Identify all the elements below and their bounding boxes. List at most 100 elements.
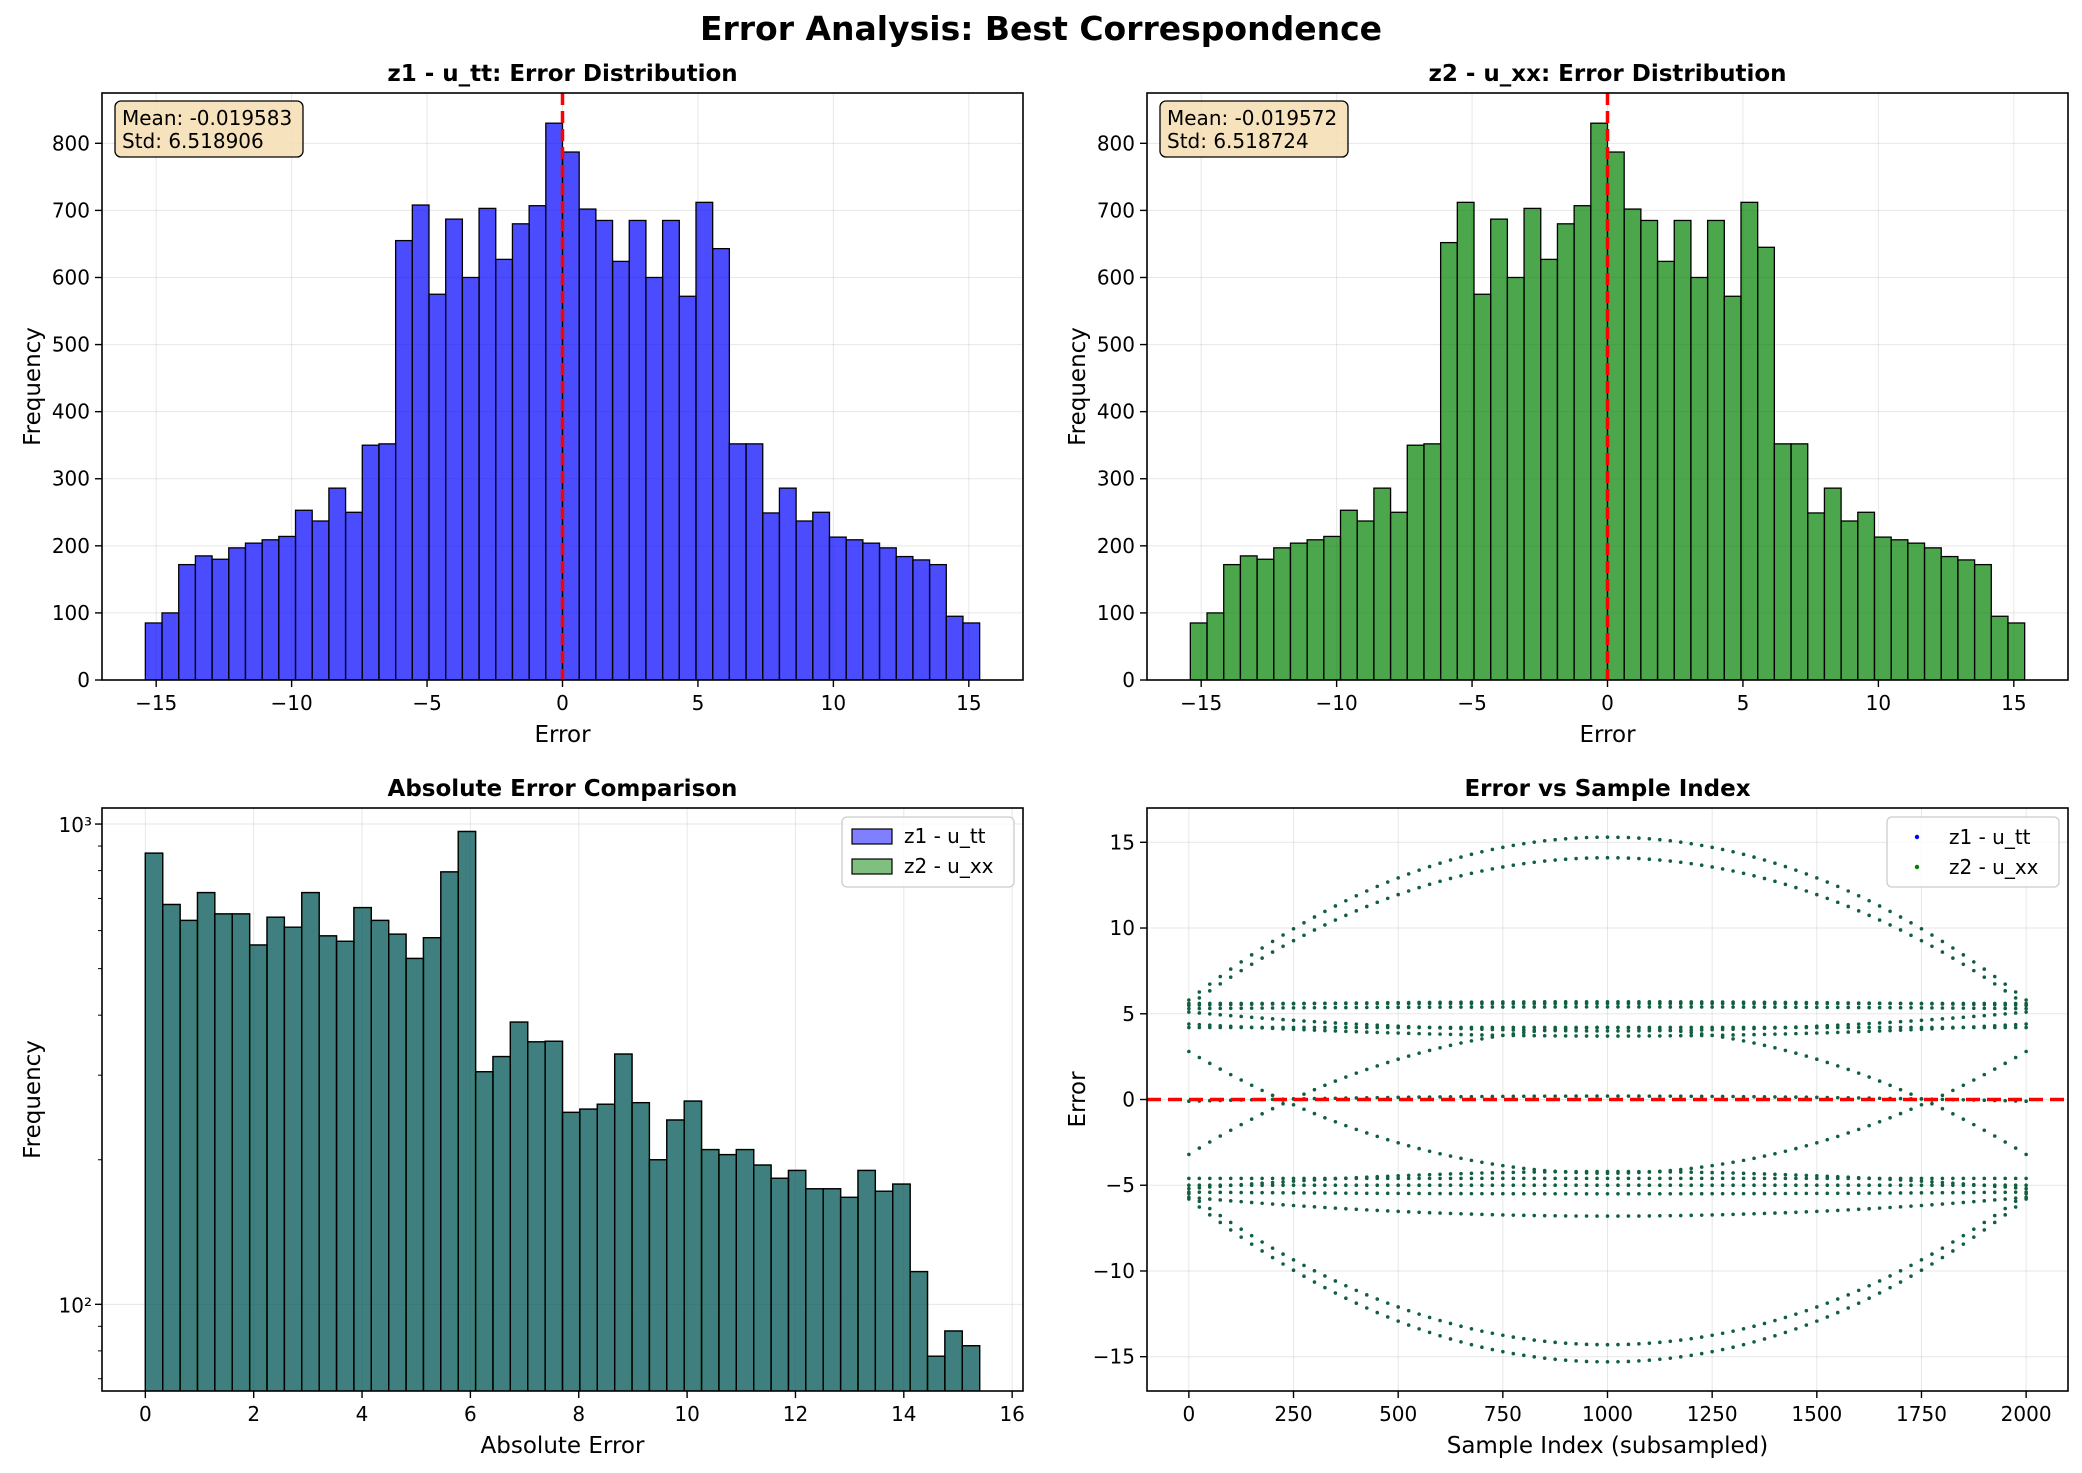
scatter-point [1406, 1031, 1411, 1036]
scatter-point [1218, 1183, 1223, 1188]
scatter-point [1856, 1207, 1861, 1212]
subplot-title: Absolute Error Comparison [388, 776, 738, 802]
scatter-point [1867, 1005, 1871, 1010]
scatter-point [1867, 1075, 1871, 1079]
scatter-point [1783, 1025, 1788, 1030]
scatter-point [1469, 1342, 1474, 1347]
scatter-point [1584, 835, 1589, 840]
scatter-point [1396, 1031, 1400, 1035]
scatter-point [1584, 1176, 1589, 1181]
scatter-point [1919, 1268, 1924, 1273]
histogram-bar [1740, 201, 1759, 680]
histogram-bar [683, 1100, 703, 1391]
y-tick-label: 0 [77, 668, 90, 692]
scatter-point [1239, 1199, 1243, 1204]
scatter-point [1972, 960, 1976, 964]
y-tick-label: 400 [1097, 400, 1135, 424]
scatter-point [1919, 926, 1924, 931]
scatter-point [1312, 1005, 1317, 1010]
scatter-point [1626, 1169, 1631, 1174]
scatter-point [1333, 1029, 1338, 1033]
histogram-bar [822, 1188, 842, 1391]
scatter-point [1459, 1026, 1463, 1031]
scatter-point [1459, 1324, 1463, 1329]
histogram-bar [648, 1159, 668, 1391]
scatter-point [1752, 1005, 1756, 1009]
histogram-bar [745, 443, 764, 680]
scatter-point [1637, 1342, 1641, 1346]
histogram-bar [1907, 542, 1926, 680]
scatter-point [1417, 1176, 1421, 1181]
scatter-point [1574, 1183, 1578, 1188]
scatter-point [1197, 1025, 1202, 1030]
scatter-point [1354, 1288, 1359, 1293]
scatter-point [1762, 1043, 1767, 1048]
scatter-point [1448, 1026, 1453, 1031]
histogram-bar [874, 1190, 894, 1391]
scatter-point [1448, 876, 1453, 881]
scatter-point [1427, 1315, 1432, 1320]
scatter-point [1364, 1025, 1369, 1030]
scatter-point [1689, 1191, 1694, 1196]
scatter-point [1647, 857, 1652, 862]
histogram-bar [928, 563, 947, 680]
histogram-bar [1556, 223, 1575, 680]
panel-error-vs-sample-index: 0 250 500 750 1000 1250 1500 1750 2000 −15 −10 −5 0 5… [1065, 776, 2069, 1459]
scatter-point [1741, 1000, 1746, 1004]
scatter-point [1773, 1211, 1777, 1215]
scatter-point [1532, 1094, 1537, 1099]
scatter-point [1333, 1206, 1338, 1210]
scatter-point [1888, 1005, 1892, 1010]
scatter-point [2013, 1183, 2018, 1188]
scatter-point [1835, 884, 1840, 889]
scatter-point [1762, 1094, 1767, 1099]
scatter-point [1187, 1192, 1191, 1196]
scatter-point [1249, 1176, 1254, 1181]
scatter-point [1877, 1079, 1882, 1083]
scatter-point [1637, 999, 1641, 1004]
scatter-point [1207, 1006, 1212, 1011]
scatter-point [1218, 1067, 1223, 1071]
scatter-point [1228, 1228, 1233, 1232]
scatter-point [1207, 1206, 1212, 1211]
scatter-point [1846, 1025, 1851, 1030]
y-tick-label: 300 [1097, 467, 1135, 491]
scatter-point [1595, 1034, 1599, 1038]
scatter-point [1658, 1340, 1662, 1345]
scatter-point [1553, 1094, 1557, 1098]
stats-std: Std: 6.518906 [122, 129, 264, 153]
scatter-point [1888, 1025, 1892, 1030]
scatter-point [1427, 1025, 1432, 1030]
scatter-point [1762, 1176, 1767, 1181]
histogram-bar [778, 487, 797, 680]
histogram-bar [1923, 547, 1942, 680]
scatter-point [1281, 1002, 1285, 1006]
scatter-point [1699, 1351, 1704, 1356]
scatter-point [1762, 858, 1767, 862]
scatter-point [1898, 1025, 1903, 1030]
scatter-point [1239, 1006, 1243, 1011]
scatter-point [1804, 1000, 1809, 1005]
scatter-point [1773, 1172, 1777, 1177]
scatter-point [1490, 1171, 1495, 1175]
scatter-point [1783, 1210, 1788, 1215]
scatter-point [1637, 1183, 1641, 1188]
scatter-point [1291, 1191, 1296, 1195]
scatter-point [1438, 1026, 1442, 1030]
scatter-point [1783, 1183, 1788, 1188]
scatter-point [1218, 1002, 1223, 1007]
scatter-point [1909, 1092, 1913, 1096]
histogram-bar [1373, 487, 1392, 680]
scatter-point [1909, 1001, 1913, 1006]
scatter-point [1406, 1000, 1411, 1005]
scatter-point [1846, 1001, 1851, 1005]
scatter-point [1302, 1263, 1306, 1268]
histogram-bar [214, 913, 233, 1391]
scatter-point [1469, 852, 1474, 857]
scatter-point [1940, 1202, 1945, 1206]
scatter-point [1720, 1094, 1725, 1099]
histogram-bar [228, 547, 247, 680]
scatter-point [1438, 1032, 1442, 1036]
scatter-point [1815, 1095, 1819, 1100]
scatter-point [1501, 845, 1505, 850]
